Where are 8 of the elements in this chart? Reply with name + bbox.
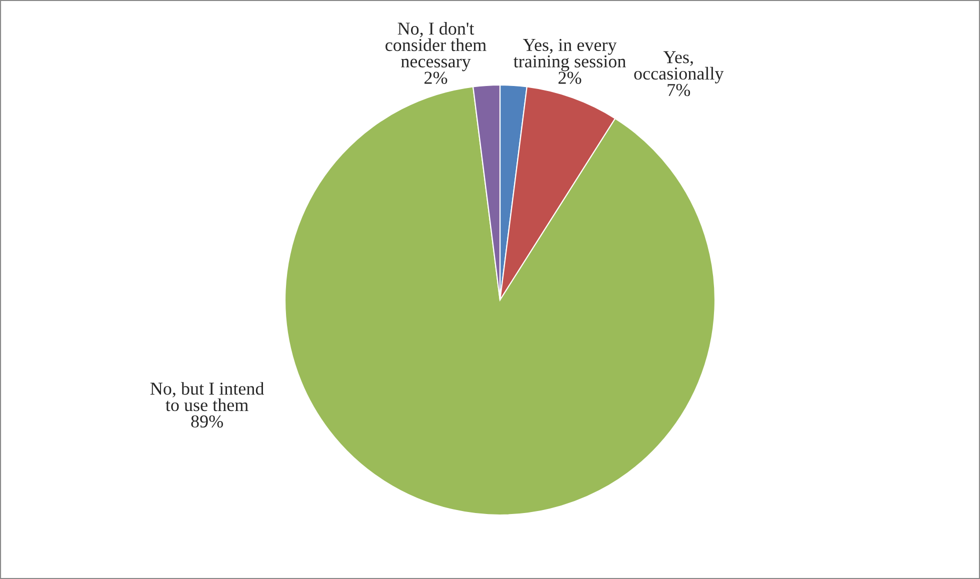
slice-label: Yes, in every training session	[514, 38, 626, 72]
slice-label: No, but I intend to use them	[150, 382, 264, 412]
data-label: 89%	[191, 415, 223, 428]
data-label: 2%	[558, 72, 582, 84]
slice-label: Yes, occasionally	[634, 51, 724, 84]
slice-label: No, I don't consider them necessary	[386, 22, 486, 72]
data-label: 2%	[424, 72, 448, 84]
data-label: 7%	[668, 84, 690, 96]
